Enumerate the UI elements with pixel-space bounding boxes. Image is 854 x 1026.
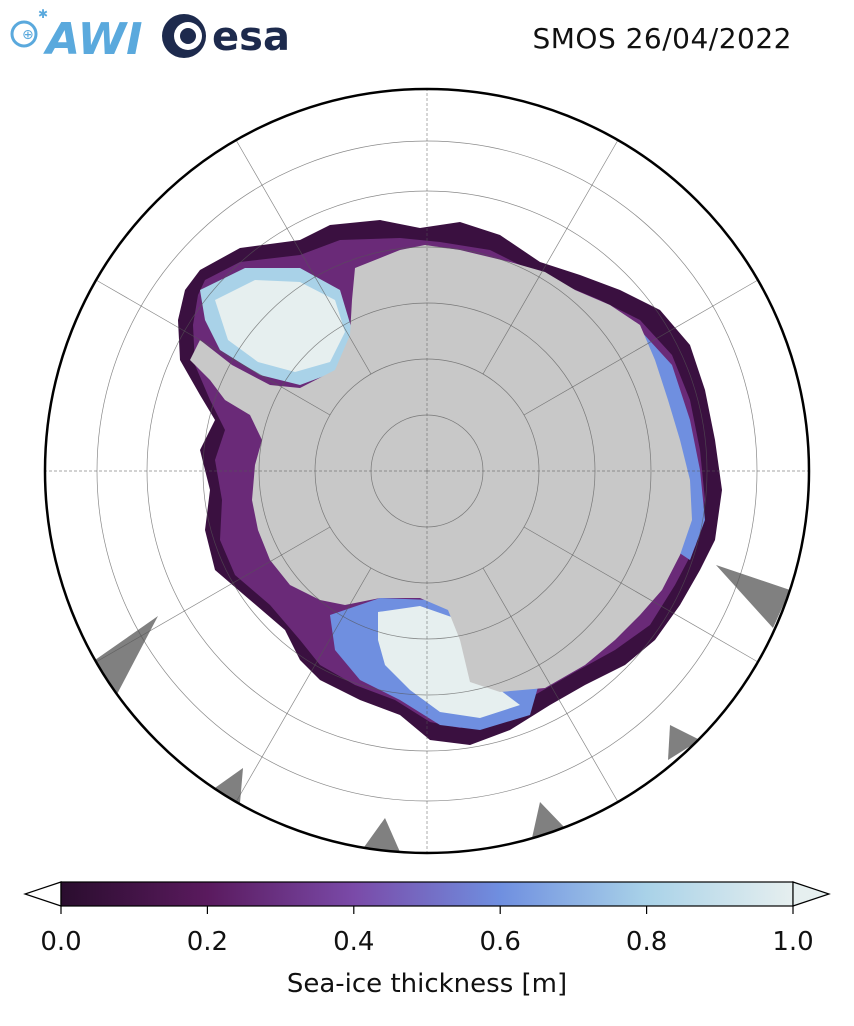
map-title: SMOS 26/04/2022: [532, 22, 792, 55]
colorbar: 0.0 0.2 0.4 0.6 0.8 1.0 Sea-ice thickness [m]: [23, 881, 831, 999]
colorbar-extend-low: [23, 881, 62, 907]
colorbar-extend-high: [792, 881, 831, 907]
nodata-wedge: [362, 818, 400, 852]
colorbar-tick-label: 0.0: [40, 927, 81, 957]
sea-ice-ross-core: [378, 606, 520, 718]
nodata-wedge: [668, 725, 700, 760]
nodata-wedge: [95, 616, 158, 698]
colorbar-label: Sea-ice thickness [m]: [287, 969, 567, 999]
svg-text:✱: ✱: [38, 7, 48, 21]
header: ⊕ ✱ AWI esa SMOS 26/04/2022: [0, 0, 854, 80]
colorbar-tick-label: 0.4: [333, 927, 374, 957]
esa-logo: esa: [162, 14, 290, 60]
meridians: [45, 89, 809, 853]
antarctica-land: [190, 245, 692, 692]
polar-map: [43, 87, 811, 855]
colorbar-tick-label: 0.6: [480, 927, 521, 957]
map-boundary: [43, 87, 811, 855]
awi-logo: ⊕ ✱ AWI: [10, 7, 143, 62]
nodata-wedge: [212, 768, 243, 803]
colorbar-ticks: 0.0 0.2 0.4 0.6 0.8 1.0: [40, 906, 814, 957]
colorbar-tick-label: 0.2: [187, 927, 228, 957]
colorbar-tick-label: 1.0: [772, 927, 813, 957]
svg-text:⊕: ⊕: [22, 27, 34, 43]
colorbar-gradient: [60, 881, 794, 907]
colorbar-tick-label: 0.8: [626, 927, 667, 957]
nodata-wedge: [716, 565, 790, 628]
sea-ice-weddell-core: [215, 280, 345, 372]
esa-logo-text: esa: [212, 14, 290, 60]
awi-logo-text: AWI: [43, 14, 143, 62]
